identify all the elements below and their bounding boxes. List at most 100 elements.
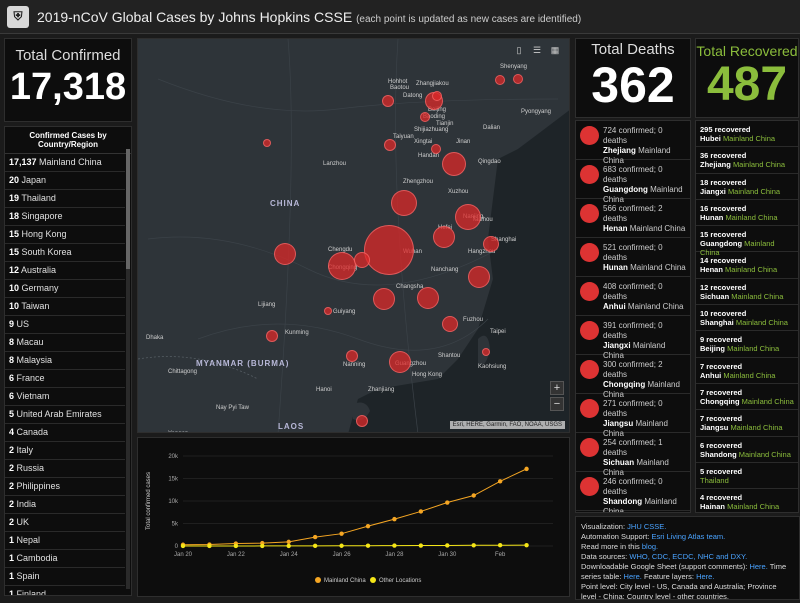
country-row[interactable]: 2 India bbox=[5, 496, 125, 514]
deaths-row[interactable]: 300 confirmed; 2 deaths Chongqing Mainlan… bbox=[576, 355, 690, 399]
country-row[interactable]: 9 US bbox=[5, 316, 125, 334]
country-row[interactable]: 6 France bbox=[5, 370, 125, 388]
grid-icon[interactable]: ▦ bbox=[550, 45, 560, 55]
case-bubble[interactable] bbox=[373, 288, 395, 310]
deaths-row[interactable]: 724 confirmed; 0 deaths Zhejiang Mainland… bbox=[576, 121, 690, 165]
recovered-row[interactable]: 18 recovered Jiangxi Mainland China bbox=[696, 174, 798, 200]
country-row[interactable]: 18 Singapore bbox=[5, 208, 125, 226]
case-bubble[interactable] bbox=[382, 95, 394, 107]
recovered-row[interactable]: 15 recovered Guangdong Mainland China bbox=[696, 226, 798, 257]
case-bubble[interactable] bbox=[356, 415, 368, 427]
country-row[interactable]: 4 Canada bbox=[5, 424, 125, 442]
case-bubble[interactable] bbox=[513, 74, 523, 84]
deaths-list[interactable]: 724 confirmed; 0 deaths Zhejiang Mainland… bbox=[575, 120, 691, 513]
recovered-row[interactable]: 36 recovered Zhejiang Mainland China bbox=[696, 147, 798, 174]
country-row[interactable]: 2 UK bbox=[5, 514, 125, 532]
country-row[interactable]: 15 South Korea bbox=[5, 244, 125, 262]
deaths-row-text: 408 confirmed; 0 deaths Anhui Mainland Ch… bbox=[603, 282, 686, 312]
country-row[interactable]: 8 Macau bbox=[5, 334, 125, 352]
recovered-row[interactable]: 5 recovered Thailand bbox=[696, 463, 798, 490]
case-bubble[interactable] bbox=[263, 139, 271, 147]
deaths-row[interactable]: 521 confirmed; 0 deaths Hunan Mainland Ch… bbox=[576, 238, 690, 277]
case-bubble[interactable] bbox=[442, 316, 458, 332]
case-bubble[interactable] bbox=[495, 75, 505, 85]
recovered-row[interactable]: 295 recovered Hubei Mainland China bbox=[696, 121, 798, 148]
country-row[interactable]: 5 United Arab Emirates bbox=[5, 406, 125, 424]
map-view[interactable]: CHINA Shenyang Baotou Datong Zhangjiakou Beij… bbox=[137, 38, 570, 433]
recovered-row[interactable]: 10 recovered Shanghai Mainland China bbox=[696, 305, 798, 332]
country-name: Vietnam bbox=[16, 391, 50, 401]
recovered-row[interactable]: 16 recovered Hunan Mainland China bbox=[696, 200, 798, 227]
case-bubble[interactable] bbox=[468, 266, 490, 288]
recovered-row[interactable]: 7 recovered Jiangsu Mainland China bbox=[696, 410, 798, 437]
country-row[interactable]: 1 Finland bbox=[5, 586, 125, 595]
country-row[interactable]: 1 Nepal bbox=[5, 532, 125, 550]
recovered-row[interactable]: 6 recovered Shandong Mainland China bbox=[696, 437, 798, 463]
google-sheet-link[interactable]: Here. bbox=[749, 562, 768, 571]
case-bubble[interactable] bbox=[432, 91, 442, 101]
recovered-list[interactable]: 295 recovered Hubei Mainland China 36 reco… bbox=[695, 120, 799, 513]
case-bubble[interactable] bbox=[346, 350, 358, 362]
country-row[interactable]: 6 Vietnam bbox=[5, 388, 125, 406]
list-icon[interactable]: ☰ bbox=[532, 45, 542, 55]
case-bubble[interactable] bbox=[328, 252, 356, 280]
case-bubble[interactable] bbox=[389, 351, 411, 373]
recovered-row[interactable]: 9 recovered Beijing Mainland China bbox=[696, 331, 798, 358]
case-bubble[interactable] bbox=[442, 152, 466, 176]
country-row[interactable]: 15 Hong Kong bbox=[5, 226, 125, 244]
country-row[interactable]: 2 Italy bbox=[5, 442, 125, 460]
country-row[interactable]: 19 Thailand bbox=[5, 190, 125, 208]
country-row[interactable]: 2 Russia bbox=[5, 460, 125, 478]
case-bubble[interactable] bbox=[417, 287, 439, 309]
blog-link[interactable]: blog. bbox=[641, 542, 659, 551]
case-bubble[interactable] bbox=[483, 236, 499, 252]
feature-layers-link[interactable]: Here. bbox=[696, 572, 715, 581]
country-list-scrollbar[interactable] bbox=[126, 149, 130, 589]
scrollbar-thumb[interactable] bbox=[126, 149, 130, 269]
case-bubble[interactable] bbox=[354, 252, 370, 268]
recovered-row[interactable]: 14 recovered Henan Mainland China bbox=[696, 252, 798, 279]
country-list[interactable]: 17,137 Mainland China 20 Japan 19 Thailand… bbox=[5, 154, 131, 595]
country-row[interactable]: 12 Australia bbox=[5, 262, 125, 280]
deaths-row[interactable]: 254 confirmed; 1 deaths Sichuan Mainland … bbox=[576, 433, 690, 477]
case-bubble[interactable] bbox=[324, 307, 332, 315]
data-sources-links[interactable]: WHO, CDC, ECDC, NHC and DXY. bbox=[629, 552, 748, 561]
deaths-row[interactable]: 566 confirmed; 2 deaths Henan Mainland Ch… bbox=[576, 199, 690, 238]
recovered-row[interactable]: 4 recovered Hainan Mainland China bbox=[696, 489, 798, 512]
country-row[interactable]: 1 Spain bbox=[5, 568, 125, 586]
case-bubble[interactable] bbox=[266, 330, 278, 342]
country-row[interactable]: 1 Cambodia bbox=[5, 550, 125, 568]
case-bubble[interactable] bbox=[274, 243, 296, 265]
country-name: Germany bbox=[21, 283, 59, 293]
bookmark-icon[interactable]: ▯ bbox=[516, 45, 522, 55]
deaths-row[interactable]: 683 confirmed; 0 deaths Guangdong Mainlan… bbox=[576, 160, 690, 204]
time-series-link[interactable]: Here. bbox=[623, 572, 642, 581]
case-bubble[interactable] bbox=[431, 144, 441, 154]
case-bubble[interactable] bbox=[420, 112, 430, 122]
automation-link[interactable]: Esri Living Atlas team. bbox=[651, 532, 726, 541]
case-bubble[interactable] bbox=[455, 204, 481, 230]
case-bubble[interactable] bbox=[482, 348, 490, 356]
country-row[interactable]: 17,137 Mainland China bbox=[5, 154, 125, 172]
deaths-row[interactable]: 408 confirmed; 0 deaths Anhui Mainland Ch… bbox=[576, 277, 690, 316]
recovered-row-province: Jiangsu bbox=[700, 423, 729, 433]
country-row[interactable]: 20 Japan bbox=[5, 172, 125, 190]
recovered-row[interactable]: 12 recovered Sichuan Mainland China bbox=[696, 279, 798, 306]
country-row[interactable]: 10 Taiwan bbox=[5, 298, 125, 316]
deaths-row[interactable]: 271 confirmed; 0 deaths Jiangsu Mainland … bbox=[576, 394, 690, 438]
recovered-row[interactable]: 7 recovered Chongqing Mainland China bbox=[696, 384, 798, 411]
viz-link[interactable]: JHU CSSE. bbox=[627, 522, 667, 531]
recovered-row[interactable]: 7 recovered Anhui Mainland China bbox=[696, 358, 798, 384]
deaths-row[interactable]: 246 confirmed; 0 deaths Shandong Mainland… bbox=[576, 472, 690, 512]
case-bubble[interactable] bbox=[391, 190, 417, 216]
country-row[interactable]: 10 Germany bbox=[5, 280, 125, 298]
case-bubble[interactable] bbox=[384, 139, 396, 151]
case-bubble[interactable] bbox=[433, 226, 455, 248]
recovered-row-province: Shanghai bbox=[700, 318, 734, 328]
case-bubble[interactable] bbox=[364, 225, 414, 275]
zoom-out-button[interactable]: − bbox=[550, 397, 564, 411]
deaths-row[interactable]: 391 confirmed; 0 deaths Jiangxi Mainland … bbox=[576, 316, 690, 360]
country-row[interactable]: 8 Malaysia bbox=[5, 352, 125, 370]
country-row[interactable]: 2 Philippines bbox=[5, 478, 125, 496]
zoom-in-button[interactable]: + bbox=[550, 381, 564, 395]
